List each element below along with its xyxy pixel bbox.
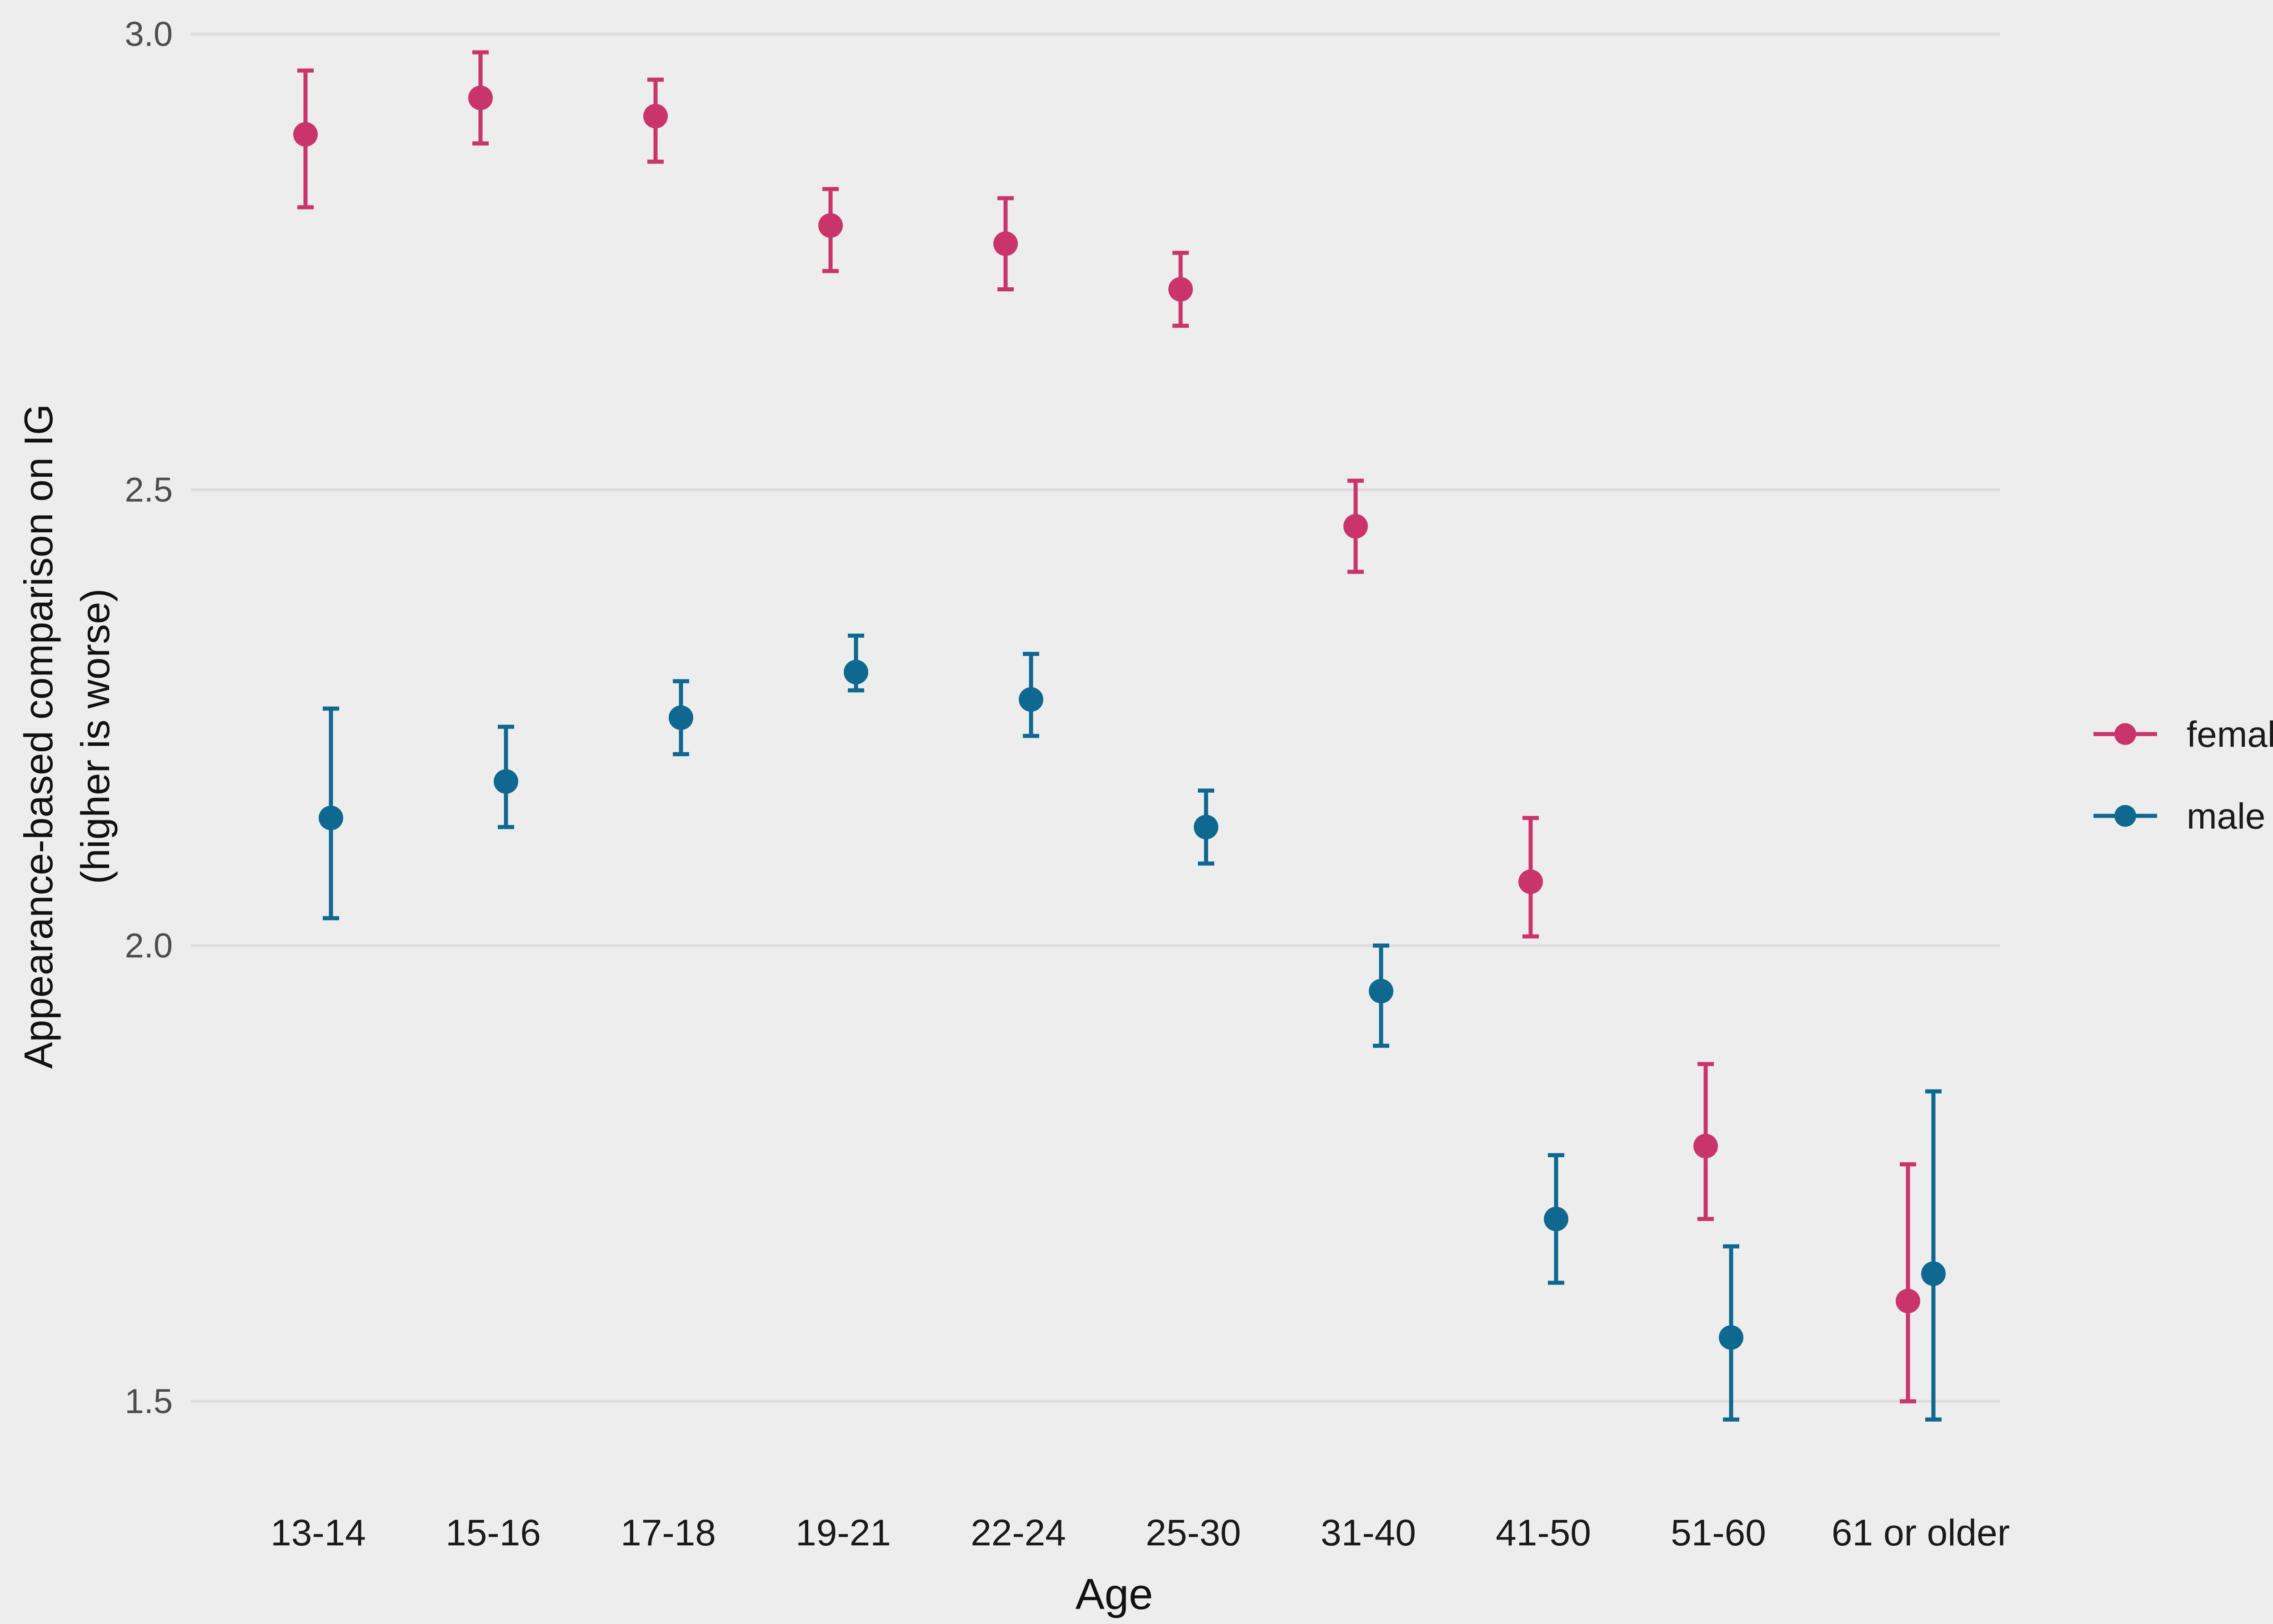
- series-female: [293, 50, 1920, 1404]
- y-tick-labels: 1.5 2.0 2.5 3.0: [125, 15, 173, 1421]
- x-tick-labels: 13-14 15-16 17-18 19-21 22-24 25-30 31-40 41-50…: [270, 1512, 2010, 1554]
- y-axis-title: Appearance-based comparison on IG (highe…: [16, 404, 118, 1069]
- legend-item-male: male: [2093, 796, 2265, 836]
- legend-key-point: [2114, 805, 2136, 827]
- data-series: [293, 50, 1946, 1422]
- data-point: [993, 231, 1018, 256]
- legend-label: male: [2187, 796, 2265, 836]
- data-point: [319, 805, 343, 830]
- y-axis-title-line1: Appearance-based comparison on IG: [16, 404, 61, 1069]
- x-tick-label: 19-21: [796, 1512, 891, 1554]
- data-point: [844, 660, 868, 685]
- data-point: [293, 122, 318, 147]
- y-tick-label: 3.0: [125, 15, 173, 54]
- data-point: [494, 769, 518, 794]
- data-point: [643, 104, 668, 129]
- data-point: [468, 85, 493, 110]
- data-point: [1168, 277, 1193, 302]
- x-tick-label: 15-16: [446, 1512, 541, 1554]
- data-point: [1019, 687, 1043, 712]
- x-tick-label: 25-30: [1146, 1512, 1241, 1554]
- x-tick-label: 13-14: [270, 1512, 366, 1554]
- data-point: [1693, 1134, 1718, 1159]
- data-point: [1544, 1206, 1568, 1231]
- x-tick-label: 31-40: [1321, 1512, 1416, 1554]
- legend-label: female: [2187, 714, 2273, 755]
- series-male: [319, 634, 1946, 1422]
- legend: female male: [2093, 714, 2273, 836]
- y-axis-title-line2: (higher is worse): [73, 589, 118, 884]
- data-point: [1369, 979, 1393, 1004]
- data-point: [1518, 869, 1543, 894]
- legend-item-female: female: [2093, 714, 2273, 755]
- y-tick-label: 2.0: [125, 926, 173, 965]
- y-tick-label: 2.5: [125, 471, 173, 510]
- gridlines: [191, 33, 2000, 1403]
- y-tick-label: 1.5: [125, 1382, 173, 1421]
- data-point: [1194, 814, 1218, 839]
- data-point: [1343, 514, 1368, 539]
- x-tick-label: 41-50: [1496, 1512, 1591, 1554]
- x-tick-label: 17-18: [621, 1512, 716, 1554]
- x-axis-title: Age: [1076, 1570, 1153, 1619]
- data-point: [1719, 1325, 1743, 1350]
- data-point: [818, 213, 843, 238]
- legend-key-point: [2114, 723, 2136, 745]
- data-point: [1896, 1289, 1920, 1314]
- x-tick-label: 51-60: [1671, 1512, 1766, 1554]
- x-tick-label: 22-24: [971, 1512, 1066, 1554]
- data-point: [1921, 1261, 1946, 1286]
- data-point: [669, 705, 693, 730]
- x-tick-label: 61 or older: [1832, 1512, 2010, 1554]
